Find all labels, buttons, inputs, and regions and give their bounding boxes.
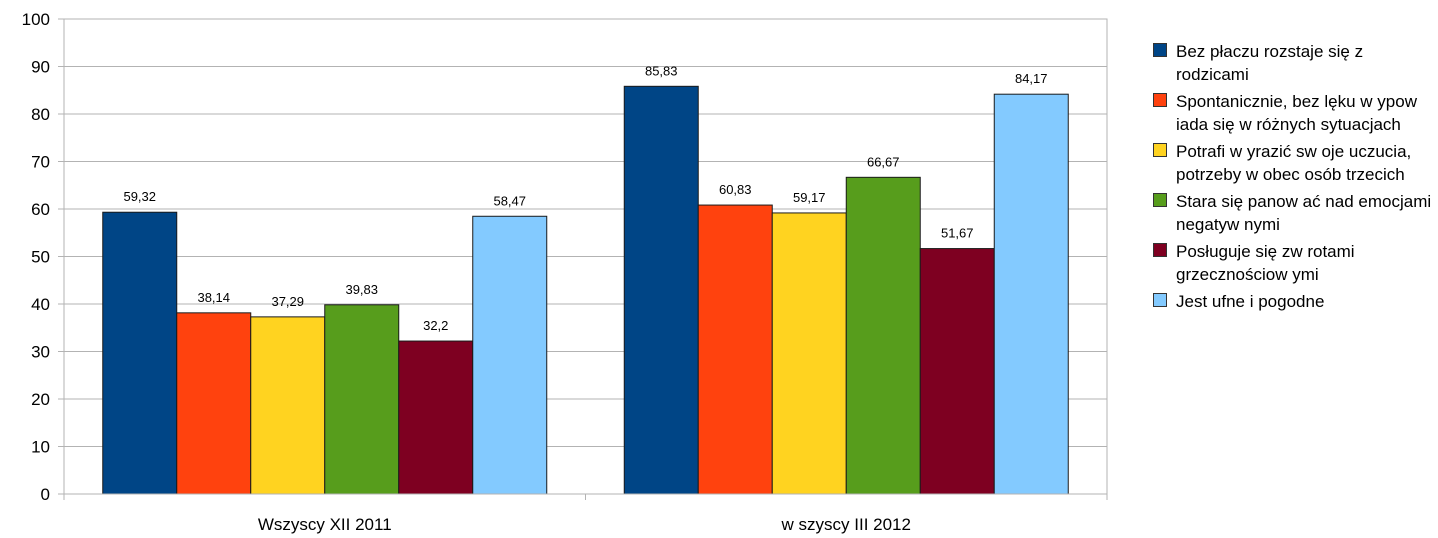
bar [993, 93, 1069, 495]
y-tick-label: 100 [22, 10, 50, 29]
x-tick-label: w szyscy III 2012 [781, 515, 911, 534]
bar [919, 248, 995, 495]
legend-swatch [1153, 43, 1167, 57]
data-label: 85,83 [645, 63, 678, 78]
data-label: 58,47 [493, 193, 526, 208]
legend-item: Potrafi w yrazić sw oje uczucia, potrzeb… [1150, 140, 1435, 186]
y-tick-label: 70 [31, 153, 50, 172]
y-tick-label: 20 [31, 390, 50, 409]
bar [324, 304, 400, 495]
y-tick-label: 0 [41, 485, 50, 504]
legend-label: Stara się panow ać nad emocjami negatyw … [1176, 192, 1432, 234]
x-tick-label: Wszyscy XII 2011 [258, 515, 392, 534]
y-tick-label: 50 [31, 248, 50, 267]
legend-item: Spontanicznie, bez lęku w ypow iada się … [1150, 90, 1435, 136]
bar [623, 85, 699, 495]
data-label: 84,17 [1015, 71, 1048, 86]
x-axis-ticks: Wszyscy XII 2011 w szyscy III 2012 [63, 494, 1108, 534]
data-label: 66,67 [867, 154, 900, 169]
bar [102, 211, 178, 495]
bar [176, 312, 252, 495]
legend: Bez płaczu rozstaje się z rodzicami Spont… [1150, 40, 1435, 317]
legend-item: Stara się panow ać nad emocjami negatyw … [1150, 190, 1435, 236]
legend-label: Spontanicznie, bez lęku w ypow iada się … [1176, 92, 1417, 134]
y-axis-ticks: 0 10 20 30 40 50 60 70 80 90 100 [22, 10, 64, 504]
bar [398, 340, 474, 495]
legend-item: Posługuje się zw rotami grzecznościow ym… [1150, 240, 1435, 286]
data-label: 32,2 [423, 318, 448, 333]
data-label: 59,32 [123, 189, 156, 204]
legend-item: Bez płaczu rozstaje się z rodzicami [1150, 40, 1435, 86]
legend-label: Bez płaczu rozstaje się z rodzicami [1176, 42, 1364, 84]
legend-label: Posługuje się zw rotami grzecznościow ym… [1176, 242, 1355, 284]
bar [472, 215, 548, 495]
data-label: 60,83 [719, 182, 752, 197]
bars [102, 85, 1069, 495]
legend-label: Potrafi w yrazić sw oje uczucia, potrzeb… [1176, 142, 1412, 184]
y-tick-label: 60 [31, 200, 50, 219]
bar [771, 212, 847, 495]
bar [250, 316, 326, 495]
data-label: 37,29 [271, 294, 304, 309]
bar [697, 204, 773, 495]
legend-swatch [1153, 293, 1167, 307]
y-tick-label: 30 [31, 343, 50, 362]
y-tick-label: 90 [31, 58, 50, 77]
y-tick-label: 40 [31, 295, 50, 314]
legend-item: Jest ufne i pogodne [1150, 290, 1435, 313]
data-label: 38,14 [197, 290, 230, 305]
legend-label: Jest ufne i pogodne [1176, 292, 1325, 311]
data-label: 39,83 [345, 282, 378, 297]
legend-swatch [1153, 193, 1167, 207]
bar [845, 176, 921, 495]
legend-swatch [1153, 143, 1167, 157]
legend-swatch [1153, 93, 1167, 107]
data-label: 59,17 [793, 190, 826, 205]
data-labels: 59,32 38,14 37,29 39,83 32,2 58,47 85,83 60,83 5… [123, 63, 1047, 333]
y-tick-label: 10 [31, 438, 50, 457]
data-label: 51,67 [941, 226, 974, 241]
y-tick-label: 80 [31, 105, 50, 124]
legend-swatch [1153, 243, 1167, 257]
